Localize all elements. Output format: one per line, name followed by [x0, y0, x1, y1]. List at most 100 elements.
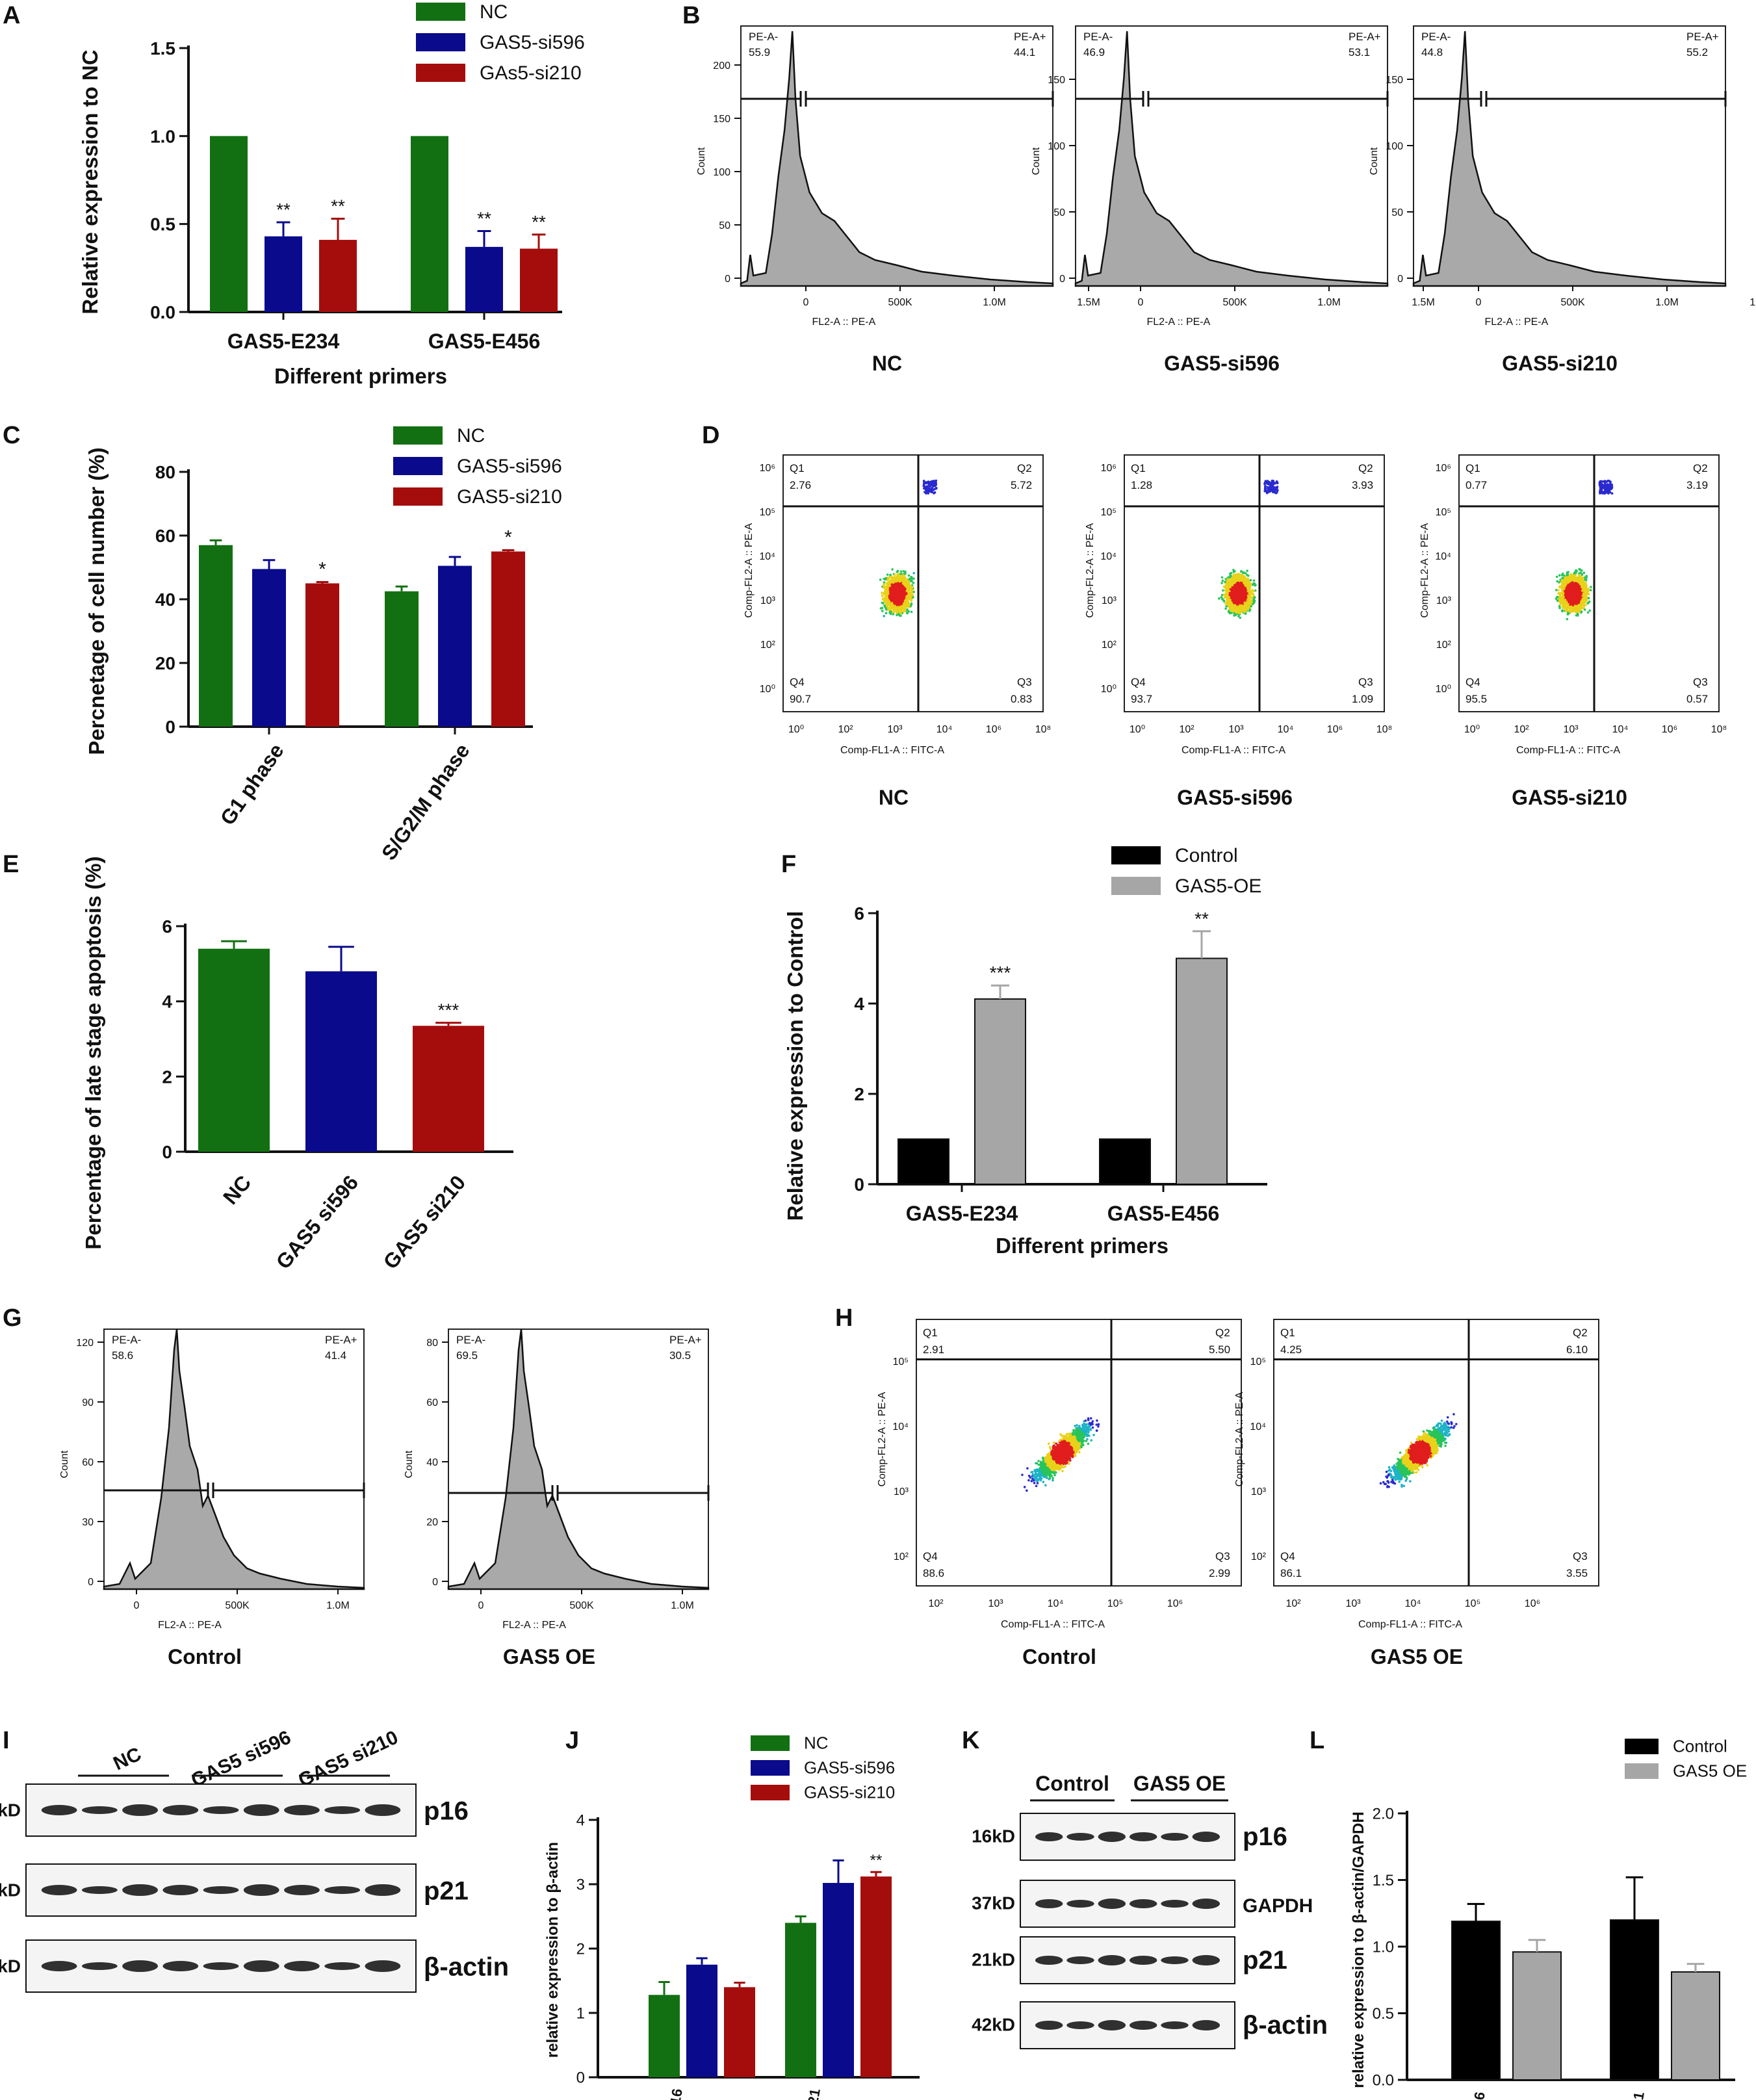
scatter-point [903, 593, 907, 596]
scatter-point [902, 570, 905, 573]
scatter-point [1590, 586, 1592, 588]
scatter-point [1236, 610, 1239, 613]
scatter-point [893, 598, 896, 601]
x-tick-label: 10⁶ [1327, 724, 1343, 735]
quadrant-percent: 2.76 [790, 479, 811, 491]
scatter-point [1566, 617, 1569, 621]
scatter-point [926, 490, 929, 493]
scatter-point [929, 480, 932, 484]
scatter-point [927, 483, 931, 486]
scatter-point [1230, 571, 1233, 575]
gate-left-label: PE-A- [749, 31, 778, 43]
x-tick-label: 10⁰ [1130, 724, 1145, 735]
scatter-point [1223, 593, 1226, 597]
scatter-point [1231, 587, 1233, 590]
scatter-point [1232, 577, 1235, 580]
bar [411, 136, 448, 313]
quadrant-percent: 0.83 [1011, 693, 1032, 705]
scatter-point [1244, 595, 1246, 598]
scatter-point [1237, 595, 1240, 598]
y-tick-label: 10⁰ [760, 684, 775, 695]
legend-label: GAS5-si596 [480, 32, 585, 53]
y-tick-label: 50 [1053, 207, 1065, 218]
scatter-point [1239, 604, 1241, 607]
scatter-point [903, 587, 907, 590]
y-tick-label: 10⁰ [1101, 684, 1117, 695]
bar [252, 569, 286, 727]
scatter-point [931, 489, 933, 493]
legend-label: GAS5-si596 [457, 456, 562, 477]
scatter-point [894, 573, 896, 577]
y-tick-label: 100 [1386, 141, 1403, 152]
scatter-point [896, 611, 898, 614]
scatter-point [1265, 480, 1268, 484]
scatter-point [885, 582, 888, 585]
x-axis-title: Different primers [274, 364, 447, 388]
y-tick-label: 0.5 [150, 214, 175, 235]
scatter-point [900, 601, 903, 604]
scatter-point [903, 577, 906, 579]
scatter-point [1263, 489, 1267, 492]
scatter-point [1241, 606, 1243, 609]
scatter-point [1254, 584, 1257, 587]
scatter-point [1232, 569, 1235, 571]
gate-left-percent: 44.8 [1421, 46, 1443, 58]
scatter-point [887, 608, 890, 611]
category-label: G1 phase [216, 739, 289, 829]
scatter-point [1252, 584, 1254, 586]
scatter-point [1224, 578, 1228, 580]
y-axis-label: Count [1369, 147, 1380, 175]
scatter-point [1241, 609, 1244, 612]
scatter-point [890, 583, 894, 586]
scatter-point [1237, 591, 1241, 593]
quadrant-percent: 1.28 [1131, 479, 1152, 491]
legend-swatch [416, 3, 465, 21]
scatter-point [891, 568, 894, 571]
legend-label: NC [480, 1, 508, 23]
scatter-point [1221, 597, 1224, 601]
scatter-point [883, 577, 886, 580]
scatter-point [1220, 582, 1223, 584]
bar [199, 545, 233, 727]
scatter-point [883, 615, 885, 617]
quadrant-name: Q2 [1017, 462, 1032, 474]
x-tick-label: 0 [1138, 297, 1144, 308]
x-tick-label: 10³ [887, 724, 903, 735]
scatter-point [910, 586, 914, 589]
scatter-point [1232, 580, 1235, 582]
category-label: GAS5-E234 [227, 330, 340, 353]
quadrant-percent: 3.93 [1352, 479, 1373, 491]
scatter-point [889, 573, 892, 577]
scatter-point [1233, 604, 1237, 607]
quadrant-name: Q2 [1358, 462, 1373, 474]
x-tick-label: 1.0M [1655, 297, 1679, 308]
y-tick-label: 150 [1386, 75, 1403, 86]
legend-swatch [393, 426, 443, 445]
scatter-point [1271, 484, 1274, 487]
scatter-point [894, 601, 896, 604]
scatter-point [1274, 487, 1278, 490]
scatter-point [905, 578, 909, 582]
quadrant-percent: 93.7 [1131, 693, 1152, 705]
x-tick-label: 500K [1222, 297, 1247, 308]
scatter-point [1246, 607, 1248, 610]
x-tick-label: 10³ [1228, 724, 1244, 735]
scatter-point [1224, 607, 1227, 610]
scatter-point [1220, 576, 1224, 579]
x-axis-label: FL2-A :: PE-A [1484, 317, 1548, 328]
category-label: GAS5-E456 [428, 330, 541, 353]
x-tick-label: 10⁰ [788, 724, 804, 735]
x-tick-label: 0 [803, 297, 809, 308]
scatter-point [1246, 569, 1248, 573]
scatter-point [1232, 610, 1234, 613]
y-tick-label: 10⁴ [759, 551, 775, 562]
scatter-point [1228, 580, 1232, 584]
scatter-point [1245, 604, 1247, 608]
scatter-point [1249, 578, 1252, 582]
quadrant-name: Q1 [790, 462, 805, 474]
y-axis-label: Comp-FL2-A :: PE-A [743, 523, 755, 618]
y-tick-label: 200 [713, 60, 730, 71]
scatter-point [1274, 482, 1276, 485]
scatter-point [883, 581, 886, 584]
scatter-point [1253, 599, 1256, 603]
